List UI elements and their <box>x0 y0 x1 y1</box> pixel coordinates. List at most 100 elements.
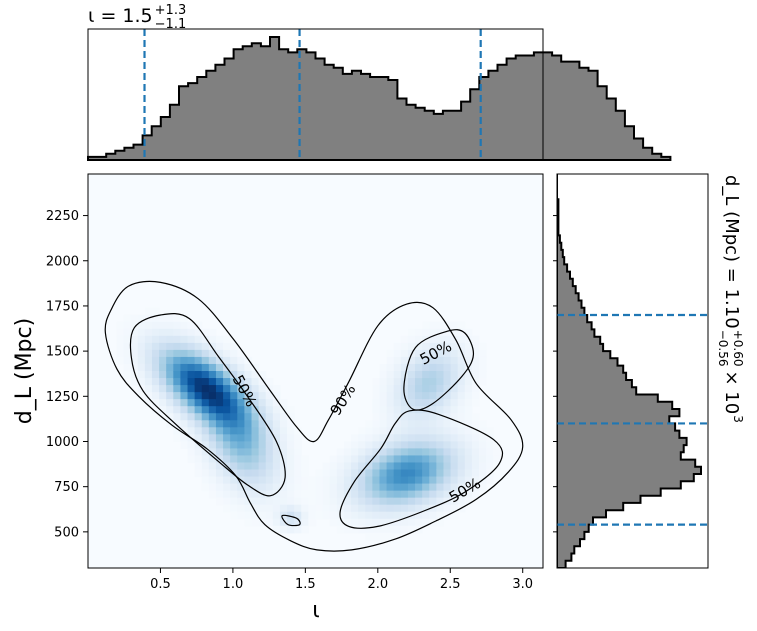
heatmap-cell <box>479 420 487 428</box>
heatmap-cell <box>450 371 459 379</box>
heatmap-cell <box>215 406 224 414</box>
heatmap-cell <box>372 434 381 442</box>
heatmap-cell <box>244 462 253 471</box>
heatmap-cell <box>272 504 281 513</box>
heatmap-cell <box>166 342 174 351</box>
heatmap-cell <box>223 490 231 499</box>
heatmap-cell <box>429 497 437 506</box>
heatmap-cell <box>272 497 281 506</box>
heatmap-cell <box>258 455 267 464</box>
contour-line <box>339 409 504 529</box>
heatmap-cell <box>351 441 359 449</box>
heatmap-cell <box>230 511 238 520</box>
heatmap-cell <box>315 490 324 499</box>
heatmap-cell <box>379 504 388 513</box>
heatmap-cell <box>422 363 430 372</box>
heatmap-cell <box>180 434 189 442</box>
heatmap-cell <box>450 378 459 386</box>
heatmap-cell <box>173 314 182 323</box>
heatmap-cell <box>450 385 459 393</box>
heatmap-cell <box>422 434 430 442</box>
heatmap-cell <box>429 378 437 386</box>
heatmap-cell <box>272 441 281 449</box>
heatmap-cell <box>301 497 309 506</box>
heatmap-cell <box>457 328 466 337</box>
heatmap-cell <box>464 434 473 442</box>
heatmap-cell <box>336 511 345 520</box>
heatmap-cell <box>415 476 423 485</box>
heatmap-cell <box>351 448 359 457</box>
heatmap-cell <box>386 490 395 499</box>
heatmap-cell <box>258 378 267 386</box>
heatmap-cell <box>173 406 182 414</box>
heatmap-cell <box>422 497 430 506</box>
heatmap-cell <box>358 511 366 520</box>
heatmap-cell <box>400 511 409 520</box>
heatmap-cell <box>379 363 388 372</box>
heatmap-cell <box>407 448 416 457</box>
heatmap-cell <box>450 363 459 372</box>
heatmap-cell <box>279 497 288 506</box>
heatmap-cell <box>493 441 501 449</box>
heatmap-cell <box>287 441 295 449</box>
heatmap-cell <box>393 483 402 492</box>
heatmap-cell <box>443 441 452 449</box>
top-panel-frame <box>87 28 544 161</box>
heatmap-cell <box>400 476 409 485</box>
heatmap-cell <box>372 420 381 428</box>
heatmap-cell <box>151 342 160 351</box>
heatmap-cell <box>208 335 217 344</box>
heatmap-cell <box>258 371 267 379</box>
heatmap-cell <box>180 406 189 414</box>
heatmap-cell <box>450 497 459 506</box>
heatmap-cell <box>329 504 338 513</box>
heatmap-cell <box>294 441 302 449</box>
heatmap-cell <box>393 434 402 442</box>
heatmap-cell <box>322 462 331 471</box>
heatmap-cell <box>223 413 231 421</box>
heatmap-cell <box>457 427 466 435</box>
heatmap-cell <box>450 321 459 330</box>
heatmap-cell <box>365 518 373 527</box>
heatmap-cell <box>201 434 210 442</box>
heatmap-cell <box>144 356 153 365</box>
heatmap-cell <box>386 476 395 485</box>
heatmap-cell <box>201 441 210 449</box>
heatmap-cell <box>386 483 395 492</box>
heatmap-cell <box>244 413 253 421</box>
heatmap-cell <box>258 462 267 471</box>
heatmap-cell <box>194 434 203 442</box>
heatmap-cell <box>386 406 395 414</box>
heatmap-cell <box>244 511 253 520</box>
heatmap-cell <box>358 441 366 449</box>
heatmap-cell <box>265 420 274 428</box>
heatmap-cell <box>457 406 466 414</box>
heatmap-cell <box>287 413 295 421</box>
heatmap-cell <box>244 385 253 393</box>
heatmap-cell <box>215 399 224 407</box>
heatmap-cell <box>215 392 224 400</box>
heatmap-cell <box>379 532 388 541</box>
heatmap-cell <box>166 371 174 379</box>
heatmap-cell <box>144 363 153 372</box>
heatmap-cell <box>308 497 317 506</box>
heatmap-cell <box>471 363 480 372</box>
heatmap-cell <box>329 490 338 499</box>
heatmap-cell <box>279 525 288 534</box>
heatmap-cell <box>436 497 445 506</box>
heatmap-cell <box>315 469 324 478</box>
heatmap-cell <box>407 525 416 534</box>
heatmap-cell <box>443 335 452 344</box>
heatmap-cell <box>151 356 160 365</box>
heatmap-cell <box>450 399 459 407</box>
heatmap-cell <box>272 483 281 492</box>
heatmap-cell <box>436 511 445 520</box>
heatmap-cell <box>358 434 366 442</box>
heatmap-cell <box>486 462 494 471</box>
heatmap-cell <box>429 504 437 513</box>
heatmap-cell <box>415 490 423 499</box>
heatmap-cell <box>365 476 373 485</box>
heatmap-cell <box>379 434 388 442</box>
heatmap-cell <box>144 399 153 407</box>
heatmap-cell <box>116 342 125 351</box>
